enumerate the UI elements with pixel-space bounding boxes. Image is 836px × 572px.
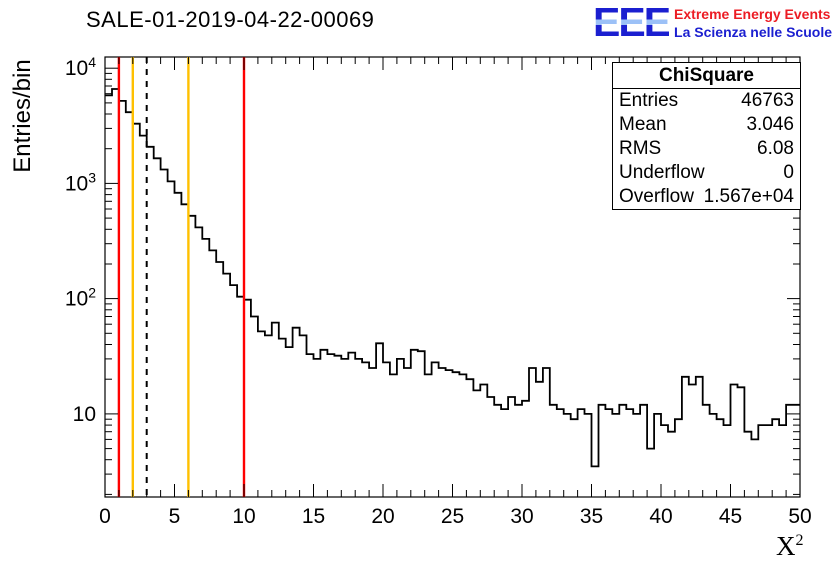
stats-value: 0: [783, 162, 794, 183]
histogram-line: [105, 88, 800, 468]
stats-label: RMS: [619, 138, 662, 159]
x-ticks: [104, 57, 801, 497]
eee-logo-text: Extreme Energy Events La Scienza nelle S…: [674, 2, 832, 41]
x-axis-title-exponent: 2: [795, 532, 804, 549]
stats-value: 46763: [741, 90, 794, 111]
eee-logo-line2: La Scienza nelle Scuole: [674, 24, 832, 40]
svg-text:104: 104: [65, 54, 96, 80]
svg-text:5: 5: [169, 505, 181, 528]
x-axis-title-base: X: [776, 531, 796, 561]
svg-text:0: 0: [99, 505, 111, 528]
plot-title: SALE-01-2019-04-22-00069: [86, 7, 375, 32]
y-axis-title: Entries/bin: [9, 59, 36, 173]
stats-label: Entries: [619, 90, 679, 111]
stats-title: ChiSquare: [613, 63, 800, 89]
svg-text:35: 35: [580, 505, 603, 528]
eee-logo: EEE Extreme Energy Events La Scienza nel…: [593, 0, 832, 45]
svg-text:30: 30: [510, 505, 533, 528]
svg-text:10: 10: [232, 505, 255, 528]
stats-row-overflow: Overflow 1.567e+04: [613, 185, 800, 209]
svg-text:40: 40: [649, 505, 672, 528]
svg-text:25: 25: [441, 505, 464, 528]
stats-row-underflow: Underflow 0: [613, 161, 800, 185]
stats-label: Mean: [619, 114, 667, 135]
stats-box: ChiSquare Entries 46763 Mean 3.046 RMS 6…: [612, 62, 801, 210]
x-tick-labels: 0 5 10 15 20 25 30 35 40 45 50: [99, 505, 812, 528]
stats-row-entries: Entries 46763: [613, 89, 800, 113]
svg-text:10: 10: [73, 403, 96, 426]
stats-value: 3.046: [746, 114, 794, 135]
stats-row-mean: Mean 3.046: [613, 113, 800, 137]
svg-text:50: 50: [788, 505, 811, 528]
y-ticks: [105, 67, 800, 495]
stats-value: 1.567e+04: [703, 186, 794, 207]
y-tick-labels: 10 102 103 104: [65, 54, 96, 426]
stats-value: 6.08: [757, 138, 794, 159]
svg-text:20: 20: [371, 505, 394, 528]
svg-text:45: 45: [719, 505, 742, 528]
eee-logo-line1: Extreme Energy Events: [674, 6, 831, 22]
svg-text:103: 103: [65, 169, 96, 195]
stats-label: Underflow: [619, 162, 705, 183]
stats-row-rms: RMS 6.08: [613, 137, 800, 161]
x-axis-title: X2: [776, 531, 804, 562]
svg-text:102: 102: [65, 285, 96, 311]
svg-text:15: 15: [302, 505, 325, 528]
stats-label: Overflow: [619, 186, 694, 207]
eee-logo-acronym: EEE: [593, 0, 671, 45]
